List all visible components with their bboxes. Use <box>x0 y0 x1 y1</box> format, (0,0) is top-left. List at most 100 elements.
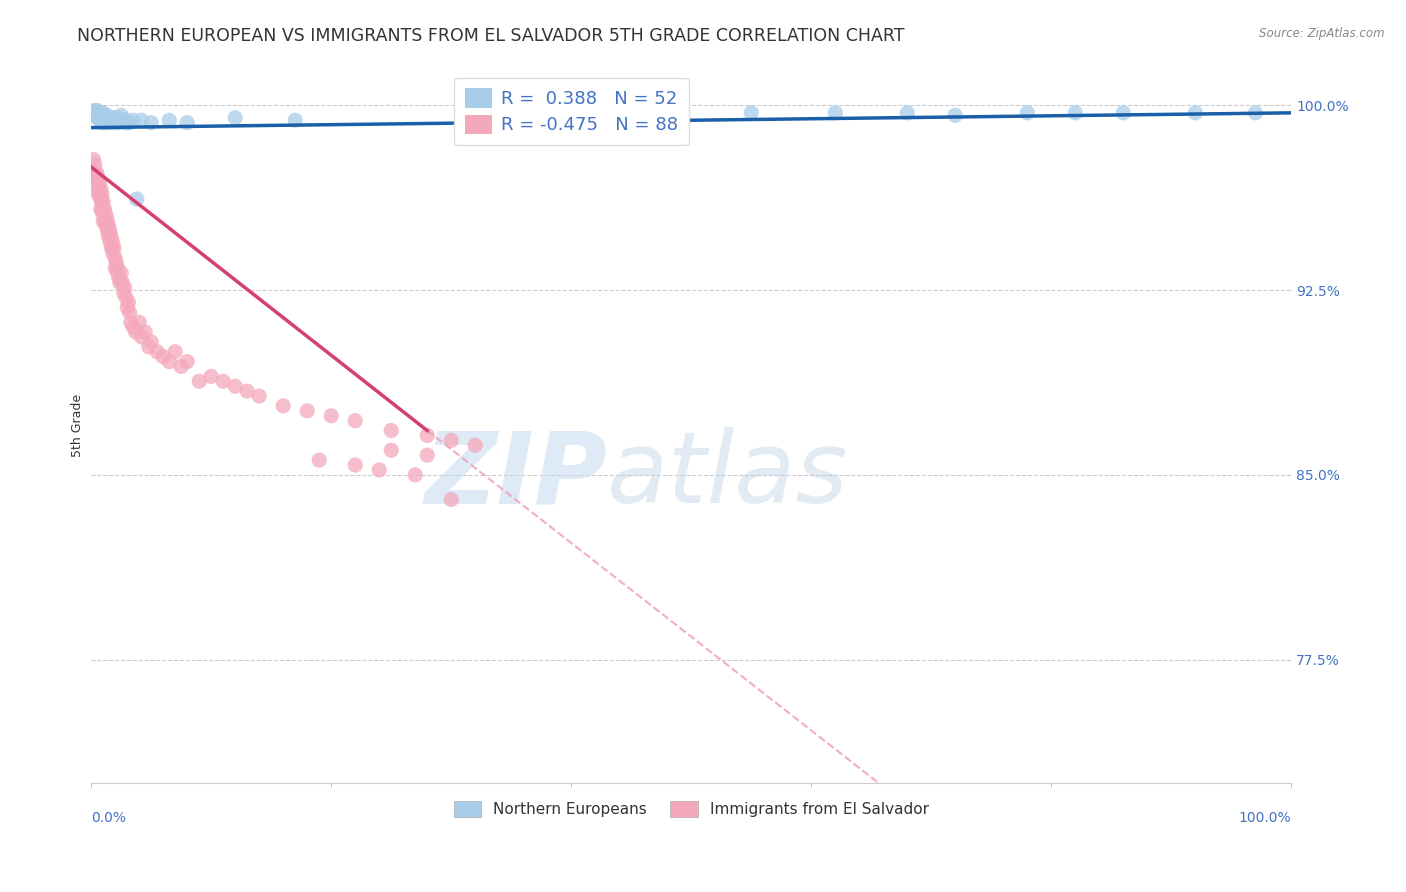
Point <box>104 111 127 125</box>
Text: NORTHERN EUROPEAN VS IMMIGRANTS FROM EL SALVADOR 5TH GRADE CORRELATION CHART: NORTHERN EUROPEAN VS IMMIGRANTS FROM EL … <box>77 27 905 45</box>
Point <box>1064 106 1087 120</box>
Point <box>98 116 121 130</box>
Point <box>896 106 918 120</box>
Point <box>440 492 463 507</box>
Point <box>91 204 114 219</box>
Point <box>94 217 117 231</box>
Point <box>146 344 169 359</box>
Point <box>125 192 148 206</box>
Point <box>224 379 246 393</box>
Point <box>115 301 138 315</box>
Point <box>87 172 110 186</box>
Point <box>120 315 142 329</box>
Point <box>83 106 105 120</box>
Point <box>138 340 160 354</box>
Point <box>117 295 139 310</box>
Point <box>110 266 132 280</box>
Point <box>114 116 136 130</box>
Point <box>308 453 330 467</box>
Point <box>112 113 135 128</box>
Point <box>404 467 426 482</box>
Point <box>91 106 114 120</box>
Point <box>100 231 122 245</box>
Point <box>247 389 270 403</box>
Point <box>96 211 118 226</box>
Text: 0.0%: 0.0% <box>91 811 127 825</box>
Point <box>100 236 122 251</box>
Point <box>86 178 108 192</box>
Point <box>115 291 138 305</box>
Point <box>97 113 120 128</box>
Point <box>87 106 110 120</box>
Point <box>224 111 246 125</box>
Point <box>87 187 110 202</box>
Point <box>107 116 129 130</box>
Point <box>105 256 128 270</box>
Point <box>104 251 127 265</box>
Point <box>91 187 114 202</box>
Point <box>297 404 319 418</box>
Point <box>416 428 439 442</box>
Point <box>105 113 128 128</box>
Point <box>89 108 111 122</box>
Point <box>141 334 163 349</box>
Point <box>101 113 124 128</box>
Point <box>97 227 120 241</box>
Point <box>83 157 105 171</box>
Point <box>91 214 114 228</box>
Point <box>97 217 120 231</box>
Point <box>100 241 122 255</box>
Point <box>1017 106 1039 120</box>
Point <box>84 172 107 186</box>
Point <box>131 113 153 128</box>
Point <box>111 276 134 290</box>
Point <box>1184 106 1206 120</box>
Point <box>128 315 150 329</box>
Point <box>87 182 110 196</box>
Point <box>107 270 129 285</box>
Point <box>114 281 136 295</box>
Point <box>98 231 121 245</box>
Point <box>416 448 439 462</box>
Point <box>89 113 111 128</box>
Point <box>165 344 187 359</box>
Point <box>157 354 180 368</box>
Point <box>91 111 114 125</box>
Point <box>464 438 486 452</box>
Point <box>108 276 131 290</box>
Point <box>271 399 294 413</box>
Point <box>1112 106 1135 120</box>
Point <box>141 116 163 130</box>
Point <box>100 227 122 241</box>
Point <box>1244 106 1267 120</box>
Point <box>176 116 198 130</box>
Point <box>107 266 129 280</box>
Point <box>368 463 391 477</box>
Point <box>101 246 124 260</box>
Point <box>212 374 235 388</box>
Point <box>344 414 367 428</box>
Point <box>93 108 115 122</box>
Point <box>84 165 107 179</box>
Point <box>112 285 135 300</box>
Point <box>101 236 124 251</box>
Point <box>94 116 117 130</box>
Point <box>103 116 125 130</box>
Point <box>740 106 762 120</box>
Point <box>93 202 115 216</box>
Point <box>176 354 198 368</box>
Point <box>134 325 156 339</box>
Point <box>100 111 122 125</box>
Point <box>104 260 127 275</box>
Point <box>90 202 112 216</box>
Point <box>91 197 114 211</box>
Point <box>86 168 108 182</box>
Point <box>90 182 112 196</box>
Point <box>200 369 222 384</box>
Point <box>108 113 131 128</box>
Point <box>107 260 129 275</box>
Point <box>100 113 122 128</box>
Point <box>83 168 105 182</box>
Point <box>440 434 463 448</box>
Point <box>170 359 193 374</box>
